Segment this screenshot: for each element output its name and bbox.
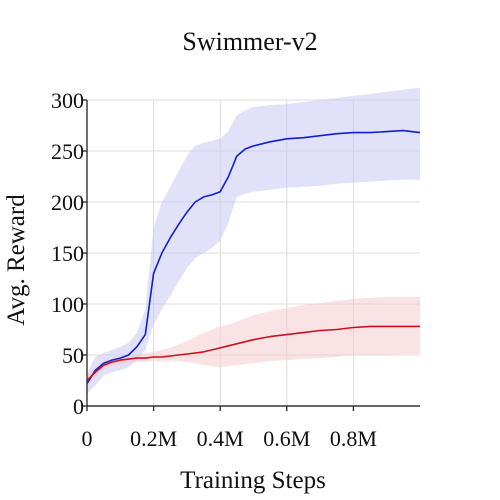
y-tick-label: 200 xyxy=(51,190,84,215)
y-tick-label: 0 xyxy=(73,394,84,419)
x-tick-label: 0.2M xyxy=(130,426,177,451)
tick-labels: 0 50 100 150 200 250 300 0 0.2M 0.4M 0.6M 0.8M xyxy=(51,88,377,451)
y-tick-label: 50 xyxy=(62,343,84,368)
y-tick-label: 100 xyxy=(51,292,84,317)
x-tick-label: 0.8M xyxy=(330,426,377,451)
series-2-line xyxy=(86,325,420,382)
y-tick-label: 150 xyxy=(51,241,84,266)
series-1-line xyxy=(86,129,421,385)
series-1-confidence-band xyxy=(87,87,420,394)
x-tick-label: 0 xyxy=(82,426,93,451)
y-tick-label: 250 xyxy=(51,139,84,164)
series-2-confidence-band xyxy=(87,296,420,386)
chart-title: Swimmer-v2 xyxy=(182,27,317,56)
axes xyxy=(82,99,420,411)
x-tick-label: 0.6M xyxy=(263,426,310,451)
x-tick-label: 0.4M xyxy=(197,426,244,451)
y-axis-label: Avg. Reward xyxy=(3,194,30,326)
confidence-bands xyxy=(87,87,420,394)
x-axis-label: Training Steps xyxy=(180,467,326,494)
y-tick-label: 300 xyxy=(51,88,84,113)
series-lines xyxy=(86,129,421,385)
